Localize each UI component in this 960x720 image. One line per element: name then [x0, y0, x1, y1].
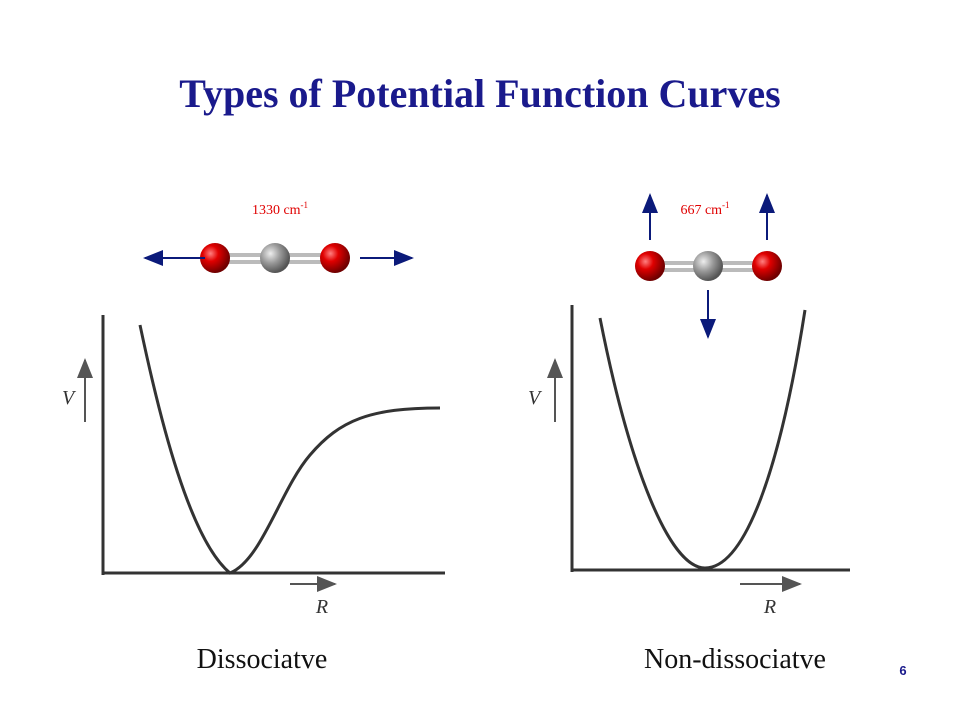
potential-plot — [547, 305, 850, 592]
x-axis-label: R — [763, 596, 776, 618]
title: Types of Potential Function Curves — [179, 71, 780, 116]
molecule — [143, 243, 414, 273]
potential-plot — [77, 315, 445, 592]
exponent: -1 — [301, 200, 309, 210]
vibration-label: 667 cm-1 — [680, 200, 729, 218]
vibration-label: 1330 cm-1 — [252, 200, 308, 218]
y-axis-label: V — [528, 387, 543, 409]
exponent: -1 — [722, 200, 730, 210]
wavenumber: 1330 cm — [252, 203, 301, 218]
caption: Non-dissociatve — [644, 644, 826, 675]
x-axis-label: R — [315, 596, 328, 618]
molecule — [635, 193, 782, 339]
y-axis-label: V — [62, 387, 77, 409]
wavenumber: 667 cm — [680, 203, 722, 218]
caption: Dissociatve — [197, 644, 328, 675]
page-number: 6 — [899, 663, 906, 678]
